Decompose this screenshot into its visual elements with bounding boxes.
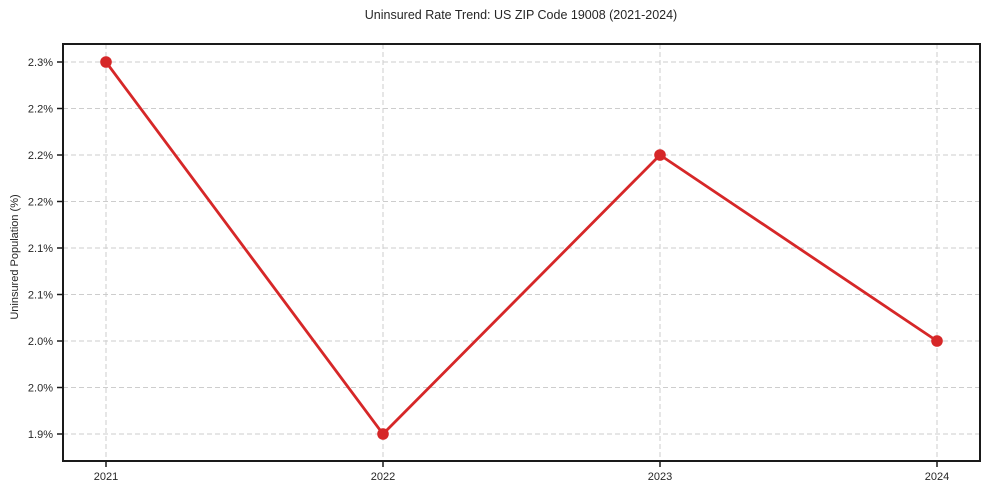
y-tick-label: 2.1% bbox=[28, 243, 53, 255]
chart-title: Uninsured Rate Trend: US ZIP Code 19008 … bbox=[364, 8, 678, 22]
data-point-marker bbox=[654, 149, 666, 161]
trend-line bbox=[104, 60, 939, 436]
y-tick-label: 2.3% bbox=[28, 57, 53, 69]
data-point-marker bbox=[377, 428, 389, 440]
data-point-marker bbox=[931, 335, 943, 347]
x-tick-label: 2021 bbox=[94, 471, 118, 483]
y-tick-label: 2.2% bbox=[28, 197, 53, 209]
y-tick-label: 1.9% bbox=[28, 429, 53, 441]
data-point-marker bbox=[100, 56, 112, 68]
plot-border bbox=[62, 43, 981, 462]
x-tick-label: 2022 bbox=[371, 471, 395, 483]
x-tick-label: 2024 bbox=[925, 471, 949, 483]
y-tick-label: 2.1% bbox=[28, 290, 53, 302]
y-tick-label: 2.0% bbox=[28, 336, 53, 348]
x-tick-label: 2023 bbox=[648, 471, 672, 483]
y-tick-label: 2.2% bbox=[28, 104, 53, 116]
y-tick-label: 2.0% bbox=[28, 383, 53, 395]
y-tick-label: 2.2% bbox=[28, 150, 53, 162]
